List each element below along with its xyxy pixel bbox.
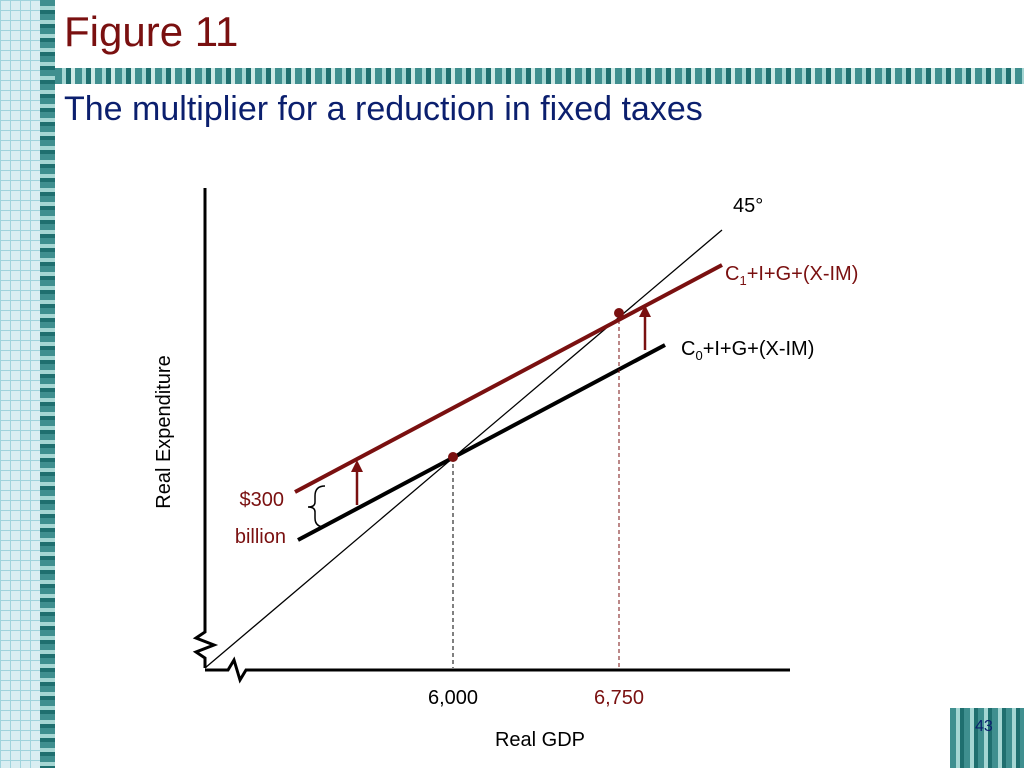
figure-label: Figure 11 xyxy=(64,8,239,55)
y-axis-label: Real Expenditure xyxy=(153,355,175,508)
decor-left xyxy=(0,0,55,768)
x-mark: 6,750 xyxy=(594,687,644,709)
x-axis-label: Real GDP xyxy=(495,729,585,751)
c1-prefix: C xyxy=(725,263,739,285)
arrow-head xyxy=(351,460,363,472)
c0-label: C0+I+G+(X-IM) xyxy=(681,338,814,363)
slide-title: The multiplier for a reduction in fixed … xyxy=(64,90,703,128)
x-axis xyxy=(205,656,790,684)
equilibrium-point xyxy=(448,452,458,462)
decor-corner xyxy=(950,708,1024,768)
c1-rest: +I+G+(X-IM) xyxy=(747,263,859,285)
c0-rest: +I+G+(X-IM) xyxy=(703,338,815,360)
c0-line xyxy=(297,343,666,542)
brace xyxy=(307,485,326,528)
shift-unit: billion xyxy=(235,526,286,548)
arrow-head xyxy=(639,305,651,317)
page-number: 43 xyxy=(975,718,993,735)
equilibrium-point xyxy=(614,308,624,318)
c1-label: C1+I+G+(X-IM) xyxy=(725,263,858,288)
c0-prefix: C xyxy=(681,338,695,360)
line-45 xyxy=(204,229,723,669)
decor-top xyxy=(55,68,1024,84)
label-45: 45° xyxy=(733,195,763,217)
y-axis xyxy=(192,188,219,668)
x-mark: 6,000 xyxy=(428,687,478,709)
c0-sub: 0 xyxy=(695,348,702,363)
c1-sub: 1 xyxy=(739,273,746,288)
c1-line xyxy=(294,263,723,494)
shift-amount: $300 xyxy=(240,489,285,511)
